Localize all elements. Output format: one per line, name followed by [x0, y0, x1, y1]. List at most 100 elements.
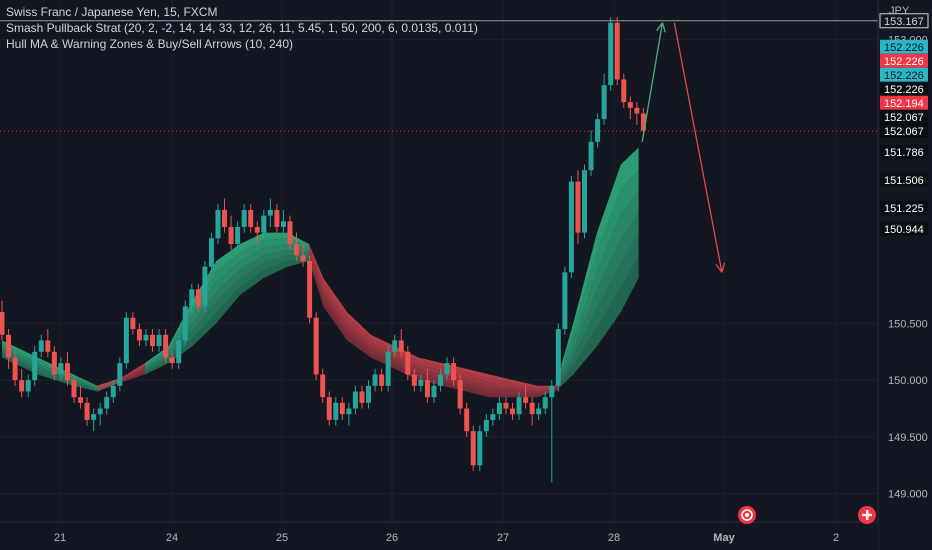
candle — [582, 164, 588, 239]
candle — [444, 357, 450, 381]
candle — [110, 380, 116, 403]
candle — [51, 346, 57, 381]
candle — [222, 198, 228, 233]
indicator-hull-ma[interactable]: Hull MA & Warning Zones & Buy/Sell Arrow… — [6, 37, 294, 51]
candle — [634, 102, 640, 125]
time-tick-label: 26 — [386, 532, 398, 544]
price-marker-label: 152.226 — [884, 84, 924, 96]
candle — [0, 300, 5, 341]
candle — [372, 368, 378, 392]
candle — [490, 408, 496, 426]
price-marker: 151.786 — [880, 144, 928, 159]
candle — [385, 346, 391, 392]
price-marker: 151.506 — [880, 172, 928, 187]
candle — [84, 397, 90, 426]
candle — [163, 329, 169, 364]
candle — [510, 402, 516, 420]
chart-grid — [0, 0, 878, 522]
time-tick-label: 24 — [166, 532, 178, 544]
indicator-smash-pullback[interactable]: Smash Pullback Strat (20, 2, -2, 14, 14,… — [6, 21, 478, 35]
candle — [117, 357, 123, 392]
price-marker: 152.226 — [880, 67, 928, 82]
candle — [627, 96, 633, 120]
candle — [424, 368, 430, 403]
price-marker: 153.167 — [879, 13, 929, 29]
alert-icon — [741, 509, 753, 521]
add-button[interactable] — [858, 506, 876, 524]
candle — [287, 215, 293, 250]
candle — [104, 391, 110, 415]
candle — [202, 261, 208, 313]
candle — [71, 374, 77, 403]
candle — [529, 397, 535, 426]
time-tick-label: 21 — [54, 532, 66, 544]
price-marker-label: 152.226 — [884, 70, 924, 82]
candle — [359, 385, 365, 409]
chart-legend: Swiss Franc / Japanese Yen, 15, FXCM Sma… — [6, 4, 478, 52]
candle — [542, 391, 548, 415]
hull-zone-layer — [97, 212, 562, 394]
candle — [78, 385, 84, 409]
hull-zone-layer — [97, 169, 562, 390]
sell-arrow — [673, 22, 726, 273]
candle — [418, 374, 424, 392]
candle — [241, 204, 247, 233]
candle — [150, 329, 156, 352]
candle — [280, 209, 286, 233]
candle — [45, 329, 51, 358]
candle — [19, 368, 25, 398]
price-axis[interactable]: 153.000150.500150.000149.500149.000153.1… — [877, 0, 932, 550]
symbol-title[interactable]: Swiss Franc / Japanese Yen, 15, FXCM — [6, 5, 218, 19]
candle — [25, 374, 31, 398]
candle — [516, 391, 522, 420]
time-axis[interactable]: 21 24 25 26 27 28 May 2 — [0, 521, 878, 550]
price-marker: 151.225 — [880, 200, 928, 215]
candle — [97, 402, 103, 426]
candle — [208, 232, 214, 273]
candle — [261, 209, 267, 239]
hull-ma-zone — [2, 147, 639, 398]
candle — [320, 368, 326, 403]
candle — [12, 351, 18, 386]
candle — [169, 351, 175, 369]
candle — [477, 425, 483, 471]
price-marker: 150.944 — [880, 221, 928, 236]
price-tick-label: 150.500 — [888, 318, 928, 330]
candle — [195, 283, 201, 313]
price-marker-label: 150.944 — [884, 224, 924, 236]
candle — [300, 243, 306, 267]
candle — [588, 130, 594, 176]
candle — [130, 312, 136, 335]
candle — [352, 385, 358, 415]
price-marker-label: 151.506 — [884, 175, 924, 187]
candle — [136, 323, 142, 347]
candle — [294, 232, 300, 261]
candle — [182, 300, 188, 347]
candle — [575, 170, 581, 244]
currency-label: JPY — [889, 5, 910, 17]
candle — [38, 334, 44, 358]
price-marker-label: 152.226 — [884, 42, 924, 54]
alert-button[interactable] — [738, 506, 756, 524]
candle — [248, 204, 254, 233]
price-tick-label: 149.500 — [888, 432, 928, 444]
candle — [464, 402, 470, 437]
hull-zone-layer — [2, 234, 639, 396]
price-marker: 152.194 — [880, 95, 928, 110]
candle — [601, 73, 607, 125]
candle — [307, 255, 313, 324]
candle — [621, 73, 627, 108]
time-tick-label: 27 — [497, 532, 509, 544]
price-marker: 152.226 — [880, 53, 928, 68]
candle — [568, 175, 574, 279]
candle — [235, 221, 241, 250]
candle — [346, 402, 352, 426]
candle — [523, 385, 529, 409]
candle — [392, 334, 398, 358]
candle — [32, 346, 38, 386]
hull-zone-layer — [2, 212, 639, 394]
price-tick-label: 149.000 — [888, 489, 928, 501]
price-marker-label: 151.786 — [884, 147, 924, 159]
hull-zone-layer — [97, 234, 562, 396]
